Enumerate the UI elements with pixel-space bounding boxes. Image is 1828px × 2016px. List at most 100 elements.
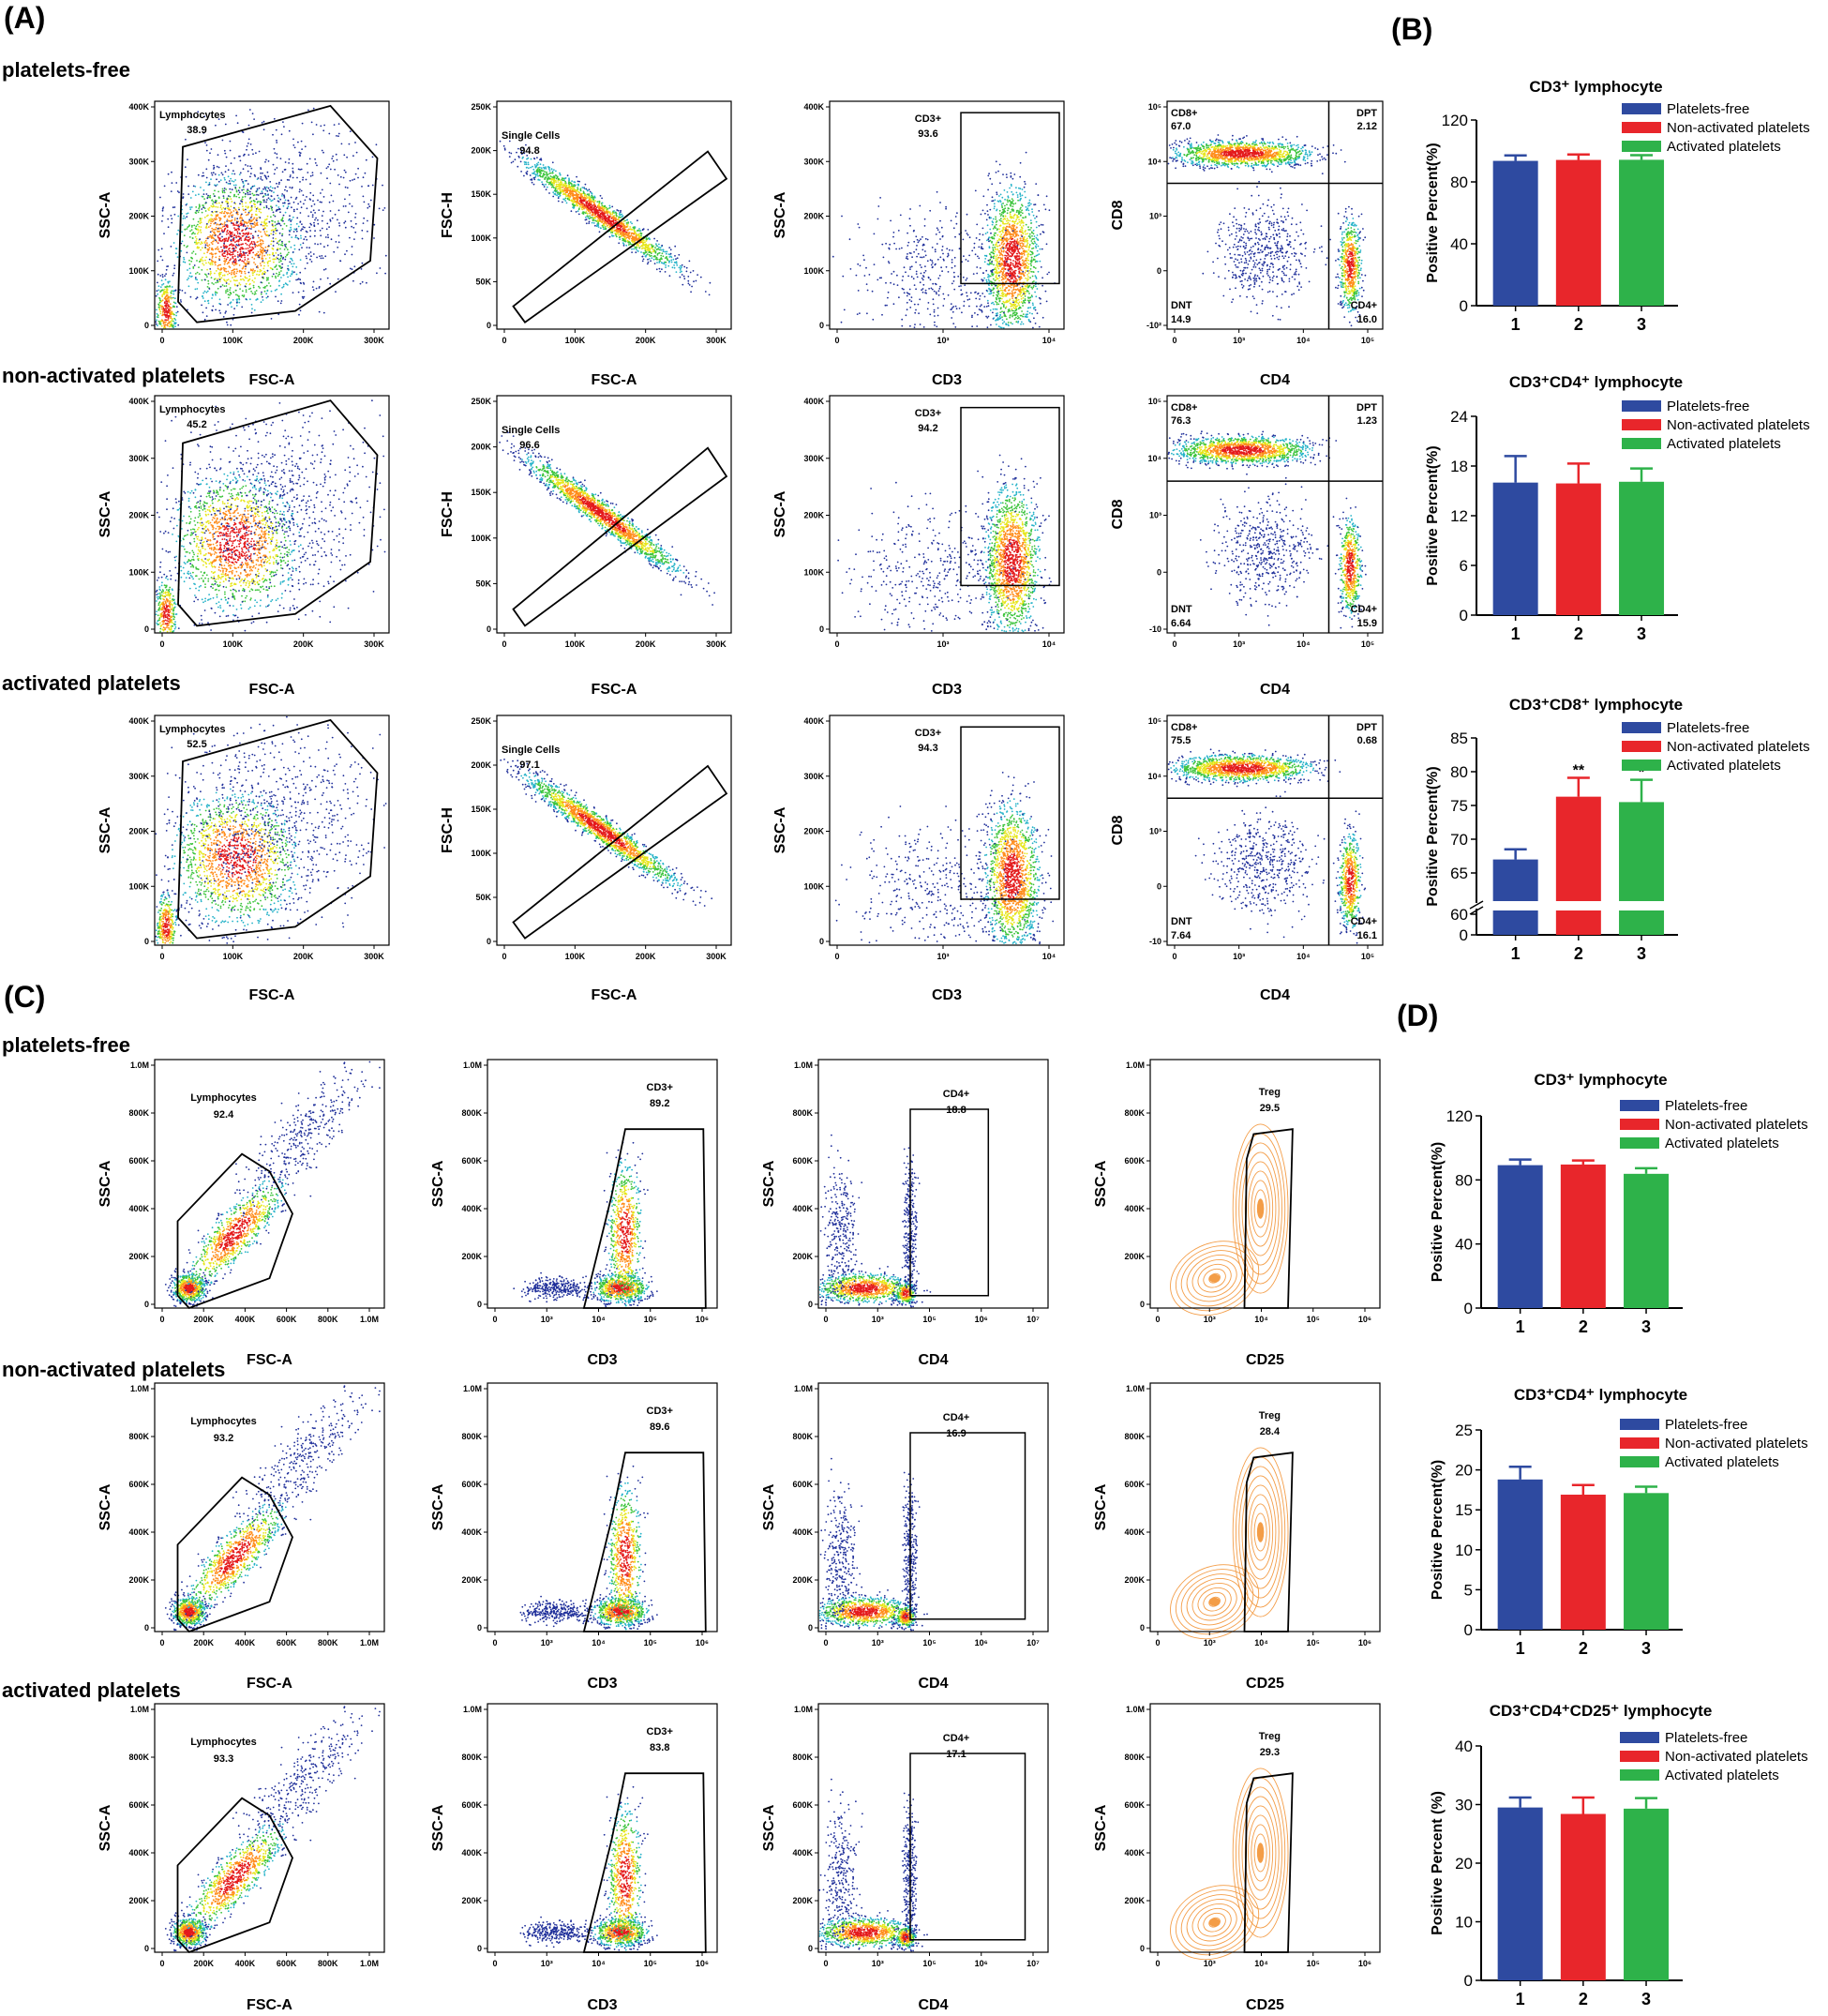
y-tick-label: -10 [1149, 624, 1161, 634]
y-axis-label: SSC-A [97, 806, 113, 853]
y-tick-label: 400K [461, 1848, 482, 1858]
x-tick-label: 10³ [1233, 952, 1245, 961]
contour-lines [1170, 1447, 1289, 1640]
bar [1624, 1173, 1670, 1308]
legend-label: Platelets-free [1667, 720, 1749, 736]
y-tick-label: 400K [1124, 1204, 1145, 1213]
plot-frame [487, 1703, 718, 1953]
y-tick-label: 150K [471, 488, 491, 497]
y-tick-label: 400K [128, 716, 149, 726]
bar [1555, 796, 1601, 901]
x-tick-label: 400K [235, 1638, 256, 1647]
y-tick-label: 400K [128, 1527, 149, 1537]
contour-ring [1253, 1189, 1267, 1228]
x-tick-label: 100K [223, 952, 244, 961]
y-tick-label: 1.0M [130, 1705, 149, 1714]
y-axis-label: CD8 [1110, 499, 1126, 529]
x-tick-label: 400K [235, 1959, 256, 1968]
flow-plot: CD8+ 67.0 DPT 2.12 DNT 14.9 CD4+ 16.0 -10² 0 10³ 10… [1110, 100, 1384, 388]
quadrant-value-cd4: 16.0 [1357, 314, 1377, 325]
y-axis-label: SSC-A [772, 806, 788, 853]
x-axis-label: CD25 [1246, 1997, 1284, 2013]
x-tick-label: 0 [159, 639, 164, 649]
contour-ring [1175, 1889, 1254, 1956]
bar-stub [1555, 910, 1601, 935]
y-axis-label: SSC-A [761, 1160, 777, 1207]
gate-name: Single Cells [502, 130, 560, 142]
y-tick-label: 400K [128, 397, 149, 406]
event-dots [164, 1061, 381, 1307]
contour-ring [1251, 1503, 1270, 1561]
y-tick-label: 1.0M [794, 1705, 813, 1714]
gate-percentage: 93.6 [918, 128, 937, 140]
gate-percentage: 93.2 [214, 1433, 233, 1444]
x-tick-label: 3 [1641, 1639, 1651, 1658]
y-tick-label: 0 [1157, 266, 1161, 276]
x-tick-label: 2 [1579, 1639, 1588, 1658]
contour-lines [1170, 1768, 1289, 1961]
y-tick-label: 40 [1455, 1738, 1473, 1755]
chart-title: CD3⁺CD4⁺ lymphocyte [1514, 1386, 1687, 1404]
cd3-gate [582, 1128, 707, 1309]
gate-percentage: 29.3 [1260, 1747, 1280, 1758]
contour-core [1257, 1522, 1265, 1542]
x-tick-label: 10³ [541, 1638, 553, 1647]
y-axis-label: SSC-A [772, 191, 788, 238]
x-tick-label: 200K [636, 952, 656, 961]
y-tick-label: 0 [487, 937, 491, 946]
contour-ring [1203, 1591, 1226, 1612]
y-axis-label: SSC-A [97, 490, 113, 537]
y-tick-label: 800K [128, 1753, 149, 1762]
y-tick-label: 800K [1124, 1432, 1145, 1441]
legend-swatch [1622, 722, 1661, 733]
contour-ring [1238, 1142, 1282, 1275]
y-tick-label: 100K [803, 881, 824, 891]
y-tick-label: 150K [471, 805, 491, 814]
flow-plot: Single Cells 96.6 0 50K 100K 150K 200K 250K 0 100… [440, 395, 732, 698]
panel-a-label: (A) [4, 1, 45, 35]
x-tick-label: 2 [1579, 1317, 1588, 1336]
x-tick-label: 1.0M [360, 1315, 379, 1324]
x-tick-label: 3 [1637, 944, 1646, 963]
y-axis-label: Positive Percent(%) [1425, 445, 1441, 585]
x-tick-label: 10³ [1233, 336, 1245, 345]
x-tick-label: 0 [159, 1315, 164, 1324]
plot-frame [829, 100, 1065, 330]
y-axis-label: FSC-H [440, 807, 456, 853]
bar-chart: CD3⁺CD8⁺ lymphocyte Positive Percent(%) 0 6… [1425, 696, 1810, 963]
single-cell-gate [512, 446, 728, 627]
x-axis-label: CD25 [1246, 1352, 1284, 1368]
lymphocyte-gate [177, 718, 379, 940]
gate-percentage: 89.6 [650, 1422, 669, 1433]
bar-chart: CD3⁺CD4⁺CD25⁺ lymphocyte Positive Percent… [1430, 1702, 1808, 2008]
x-tick-label: 0 [159, 336, 164, 345]
y-tick-label: 800K [792, 1108, 813, 1118]
x-tick-label: 200K [193, 1959, 214, 1968]
bar [1560, 1495, 1606, 1630]
contour-core [1257, 1198, 1265, 1219]
legend-label: Non-activated platelets [1667, 739, 1810, 755]
gate-percentage: 83.8 [650, 1742, 669, 1753]
y-tick-label: 24 [1450, 408, 1468, 426]
contour-ring [1175, 1245, 1254, 1312]
y-tick-label: 0 [477, 1300, 482, 1309]
y-tick-label: 10⁵ [1148, 716, 1161, 726]
flow-plot: Lymphocytes 38.9 0 100K 200K 300K 400K 0 100K 200… [97, 100, 390, 388]
condition-title: platelets-free [2, 1033, 130, 1057]
y-axis-label: CD8 [1110, 200, 1126, 230]
flow-plot: Lymphocytes 52.5 0 100K 200K 300K 400K 0 100K 200… [97, 715, 390, 1003]
y-tick-label: 200K [1124, 1896, 1145, 1905]
flow-plot: Lymphocytes 93.3 0 200K 400K 600K 800K 1.0M 0 200… [97, 1703, 385, 2013]
x-tick-label: 10⁵ [644, 1638, 657, 1647]
y-tick-label: 20 [1455, 1462, 1473, 1480]
x-tick-label: 800K [318, 1315, 338, 1324]
legend-label: Activated platelets [1665, 1454, 1779, 1470]
y-tick-label: 100K [128, 266, 149, 276]
legend-label: Activated platelets [1667, 758, 1781, 774]
y-axis-label: SSC-A [97, 1483, 113, 1530]
y-tick-label: 6 [1460, 557, 1468, 575]
y-tick-label: 400K [128, 102, 149, 112]
y-tick-label: 200K [792, 1575, 813, 1585]
event-dots [818, 1134, 932, 1308]
x-tick-label: 10³ [1204, 1959, 1216, 1968]
